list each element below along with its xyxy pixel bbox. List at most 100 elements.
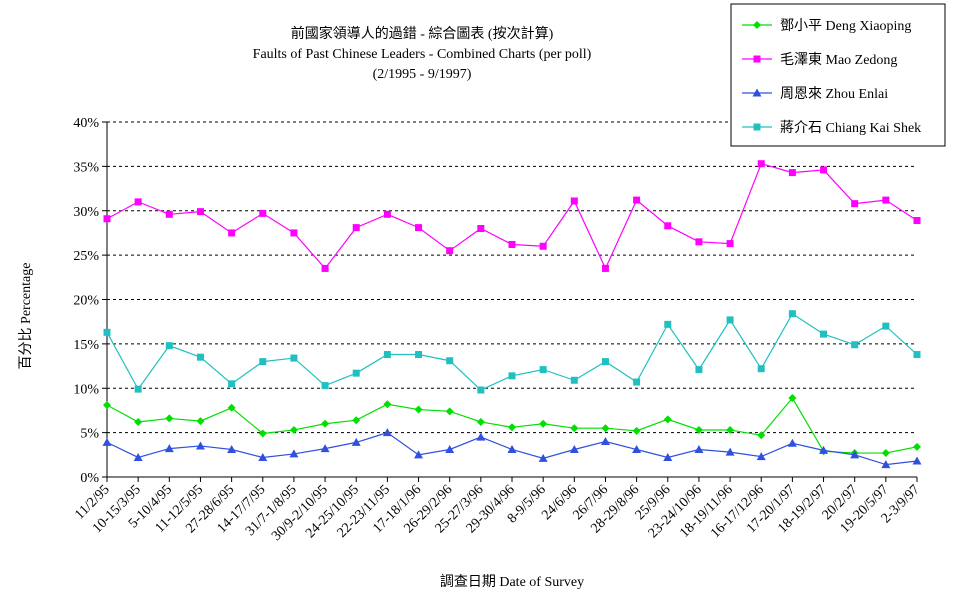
- data-point: [289, 425, 298, 434]
- x-axis-label: 調查日期 Date of Survey: [440, 574, 584, 590]
- data-point: [259, 358, 267, 366]
- data-point: [476, 432, 486, 441]
- data-point: [726, 316, 734, 324]
- legend-marker: [753, 21, 761, 29]
- data-point: [726, 425, 735, 434]
- data-point: [477, 386, 485, 394]
- data-point: [289, 449, 299, 458]
- data-point: [258, 429, 267, 438]
- data-point: [695, 366, 703, 374]
- data-point: [756, 452, 766, 461]
- legend: 鄧小平 Deng Xiaoping 毛澤東 Mao Zedong 周恩來 Zhou …: [730, 3, 946, 147]
- data-point: [570, 424, 579, 433]
- data-point: [445, 444, 455, 453]
- data-point: [788, 310, 796, 318]
- data-point: [228, 380, 236, 388]
- data-point: [913, 217, 921, 225]
- data-point: [570, 376, 578, 384]
- data-point: [228, 229, 236, 237]
- data-point: [882, 322, 890, 330]
- data-point: [695, 238, 703, 246]
- y-axis-label: 百分比 Percentage: [18, 263, 34, 370]
- data-point: [757, 431, 766, 440]
- legend-marker: [753, 123, 761, 131]
- data-point: [726, 240, 734, 248]
- data-point: [476, 417, 485, 426]
- data-point: [912, 456, 922, 465]
- data-point: [694, 444, 704, 453]
- data-point: [820, 330, 828, 338]
- data-point: [103, 215, 111, 223]
- data-point: [383, 400, 392, 409]
- data-point: [445, 407, 454, 416]
- data-point: [165, 342, 173, 350]
- legend-label: 蔣介石 Chiang Kai Shek: [780, 120, 921, 136]
- series-0: [103, 394, 921, 458]
- legend-label: 鄧小平 Deng Xiaoping: [780, 18, 911, 34]
- data-point: [134, 198, 142, 206]
- y-tick-label: 35%: [73, 160, 99, 175]
- data-point: [663, 415, 672, 424]
- data-point: [227, 403, 236, 412]
- chart-date-range: (2/1995 - 9/1997): [373, 67, 472, 82]
- legend-item: 鄧小平 Deng Xiaoping: [742, 18, 911, 34]
- data-point: [851, 341, 859, 349]
- y-tick-label: 10%: [73, 382, 99, 397]
- data-point: [290, 229, 298, 237]
- data-point: [757, 365, 765, 373]
- data-point: [133, 452, 143, 461]
- data-point: [757, 160, 765, 168]
- data-point: [320, 444, 330, 453]
- data-point: [321, 264, 329, 272]
- data-point: [290, 354, 298, 362]
- data-point: [352, 369, 360, 377]
- data-point: [539, 366, 547, 374]
- data-point: [539, 419, 548, 428]
- data-point: [820, 166, 828, 174]
- y-tick-label: 15%: [73, 338, 99, 353]
- data-point: [196, 353, 204, 361]
- data-point: [446, 357, 454, 365]
- y-tick-label: 5%: [80, 427, 99, 442]
- data-point: [134, 385, 142, 393]
- data-point: [664, 320, 672, 328]
- data-point: [632, 444, 642, 453]
- data-point: [633, 196, 641, 204]
- legend-box: [730, 3, 946, 147]
- data-point: [196, 208, 204, 216]
- data-point: [725, 447, 735, 456]
- data-point: [446, 247, 454, 255]
- data-point: [663, 452, 673, 461]
- data-point: [508, 240, 516, 248]
- data-point: [538, 453, 548, 462]
- data-point: [882, 196, 890, 204]
- data-point: [165, 210, 173, 218]
- data-point: [913, 351, 921, 359]
- data-point: [788, 394, 797, 403]
- data-point: [383, 210, 391, 218]
- y-tick-label: 0%: [80, 471, 99, 486]
- legend-label: 周恩來 Zhou Enlai: [780, 86, 888, 102]
- y-tick-label: 40%: [73, 116, 99, 131]
- data-point: [259, 209, 267, 217]
- data-point: [414, 450, 424, 459]
- data-point: [352, 224, 360, 232]
- data-point: [601, 358, 609, 366]
- data-point: [819, 445, 829, 454]
- data-point: [258, 452, 268, 461]
- chart-titles: 前國家領導人的過錯 - 綜合圖表 (按次計算) Faults of Past C…: [253, 25, 592, 82]
- data-point: [321, 382, 329, 390]
- data-point: [507, 444, 517, 453]
- data-point: [415, 224, 423, 232]
- data-point: [569, 444, 579, 453]
- data-point: [103, 328, 111, 336]
- data-point: [664, 222, 672, 230]
- series-2: [102, 428, 922, 469]
- data-point: [788, 169, 796, 177]
- data-point: [851, 200, 859, 208]
- legend-marker: [753, 55, 761, 63]
- data-point: [633, 378, 641, 386]
- legend-item: 周恩來 Zhou Enlai: [742, 86, 888, 102]
- series-line: [106, 162, 918, 270]
- data-point: [881, 460, 891, 469]
